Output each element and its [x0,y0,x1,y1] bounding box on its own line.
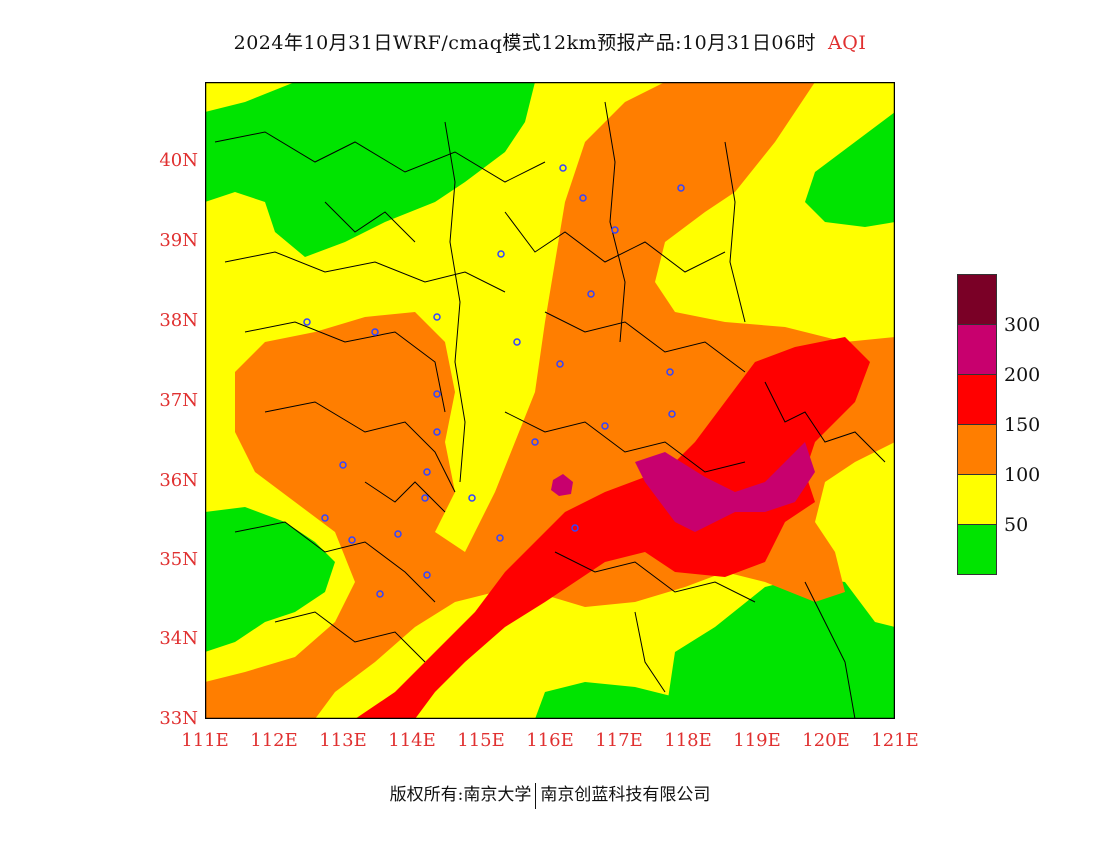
legend-label: 150 [1004,414,1041,436]
city-marker [496,534,504,542]
lon-label: 120E [802,730,850,751]
city-markers [303,164,685,598]
city-marker [339,461,347,469]
aqi-zone-magenta-west [551,474,573,496]
legend-swatch-3 [957,424,997,474]
city-marker [433,390,441,398]
lon-label: 112E [250,730,298,751]
footer-divider [535,782,537,809]
city-marker [611,226,619,234]
lat-label: 38N [159,310,198,331]
legend-swatch-0 [957,274,997,324]
city-marker [531,438,539,446]
admin-boundaries [214,101,886,719]
lat-label: 34N [159,628,198,649]
city-marker [571,524,579,532]
aqi-map [205,82,895,719]
city-marker [348,536,356,544]
lat-label: 37N [159,390,198,411]
city-marker [376,590,384,598]
city-marker [668,410,676,418]
map-title: 2024年10月31日WRF/cmaq模式12km预报产品:10月31日06时 A… [0,28,1100,55]
city-marker [433,313,441,321]
aqi-zone-green-southeast [665,577,895,719]
legend-label: 300 [1004,314,1041,336]
legend-swatch-2 [957,374,997,424]
city-marker [433,428,441,436]
city-marker [559,164,567,172]
lon-label: 113E [319,730,367,751]
map-frame [205,82,895,719]
lat-label: 35N [159,549,198,570]
copyright-text: 版权所有:南京大学 [389,785,532,805]
legend-label: 50 [1004,514,1029,536]
aqi-legend [957,274,997,575]
city-marker [513,338,521,346]
city-marker [303,318,311,326]
city-marker [321,514,329,522]
city-marker [677,184,685,192]
legend-label: 100 [1004,464,1041,486]
lon-label: 114E [388,730,436,751]
lat-label: 40N [159,150,198,171]
lon-label: 115E [457,730,505,751]
city-marker [666,368,674,376]
title-variable: AQI [828,32,867,54]
city-marker [371,328,379,336]
aqi-zone-green-west [205,507,335,652]
legend-swatch-5 [957,524,997,575]
copyright-footer: 版权所有:南京大学 南京创蓝科技有限公司 [0,780,1100,809]
city-marker [423,571,431,579]
lon-label: 119E [733,730,781,751]
city-marker [394,530,402,538]
city-marker [587,290,595,298]
legend-swatch-1 [957,324,997,374]
city-marker [468,494,476,502]
aqi-zone-green-south [535,682,685,719]
city-marker [579,194,587,202]
lon-label: 121E [871,730,919,751]
lon-label: 116E [526,730,574,751]
aqi-zone-green-northwest [205,82,535,257]
lat-label: 33N [159,708,198,729]
company-text: 南京创蓝科技有限公司 [540,785,711,805]
legend-swatch-4 [957,474,997,524]
aqi-zone-red-belt [355,337,870,719]
lon-label: 117E [595,730,643,751]
lat-label: 39N [159,230,198,251]
lat-label: 36N [159,470,198,491]
lon-label: 118E [664,730,712,751]
city-marker [556,360,564,368]
title-main: 2024年10月31日WRF/cmaq模式12km预报产品:10月31日06时 [233,32,817,54]
aqi-zone-green-northeast [805,112,895,227]
legend-label: 200 [1004,364,1041,386]
aqi-map-canvas [205,82,895,719]
city-marker [497,250,505,258]
city-marker [421,494,429,502]
lon-label: 111E [181,730,229,751]
city-marker [423,468,431,476]
aqi-zone-magenta-core [635,442,815,532]
city-marker [601,422,609,430]
